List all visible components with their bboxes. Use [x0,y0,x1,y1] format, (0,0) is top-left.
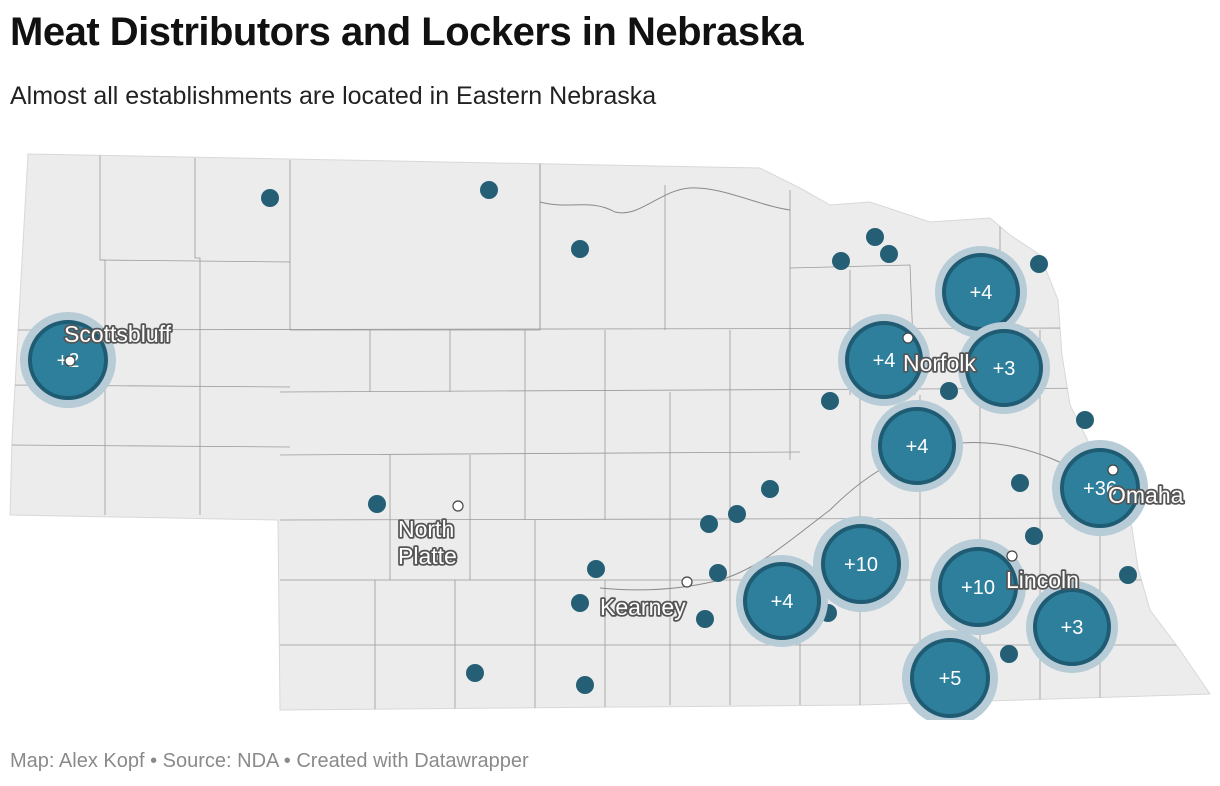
cluster-count: +10 [844,554,878,576]
establishment-dot[interactable] [1119,566,1137,584]
establishment-dot[interactable] [832,252,850,270]
establishment-dots [261,181,1137,694]
establishment-dot[interactable] [1076,411,1094,429]
establishment-dot[interactable] [576,676,594,694]
establishment-dot[interactable] [571,594,589,612]
cluster-hastings[interactable]: +4 [736,555,828,647]
city-dot-omaha [1107,464,1119,476]
city-markers [64,332,1119,588]
city-label-omaha: Omaha [1108,482,1184,508]
establishment-dot[interactable] [866,228,884,246]
establishment-dot[interactable] [368,495,386,513]
city-label-lincoln: Lincoln [1006,567,1079,593]
establishment-dot[interactable] [880,245,898,263]
establishment-dot[interactable] [261,189,279,207]
city-dot-kearney [681,576,693,588]
cluster-count: +3 [993,358,1016,380]
city-dot-lincoln [1006,550,1018,562]
city-label-scottsbluff: Scottsbluff [64,321,172,347]
city-dot-north-platte [452,500,464,512]
establishment-dot[interactable] [696,610,714,628]
cluster-count: +4 [771,591,794,613]
platte-river [599,442,1126,591]
map-title: Meat Distributors and Lockers in Nebrask… [10,10,804,54]
cluster-lincoln[interactable]: +10 [930,539,1026,635]
establishment-dot[interactable] [466,664,484,682]
map-subtitle: Almost all establishments are located in… [10,82,657,110]
establishment-dot[interactable] [821,392,839,410]
cluster-count: +4 [906,436,929,458]
cluster-count: +4 [873,350,896,372]
establishment-dot[interactable] [587,560,605,578]
city-dot-scottsbluff [64,355,76,367]
establishment-dot[interactable] [728,505,746,523]
establishment-dot[interactable] [480,181,498,199]
establishment-dot[interactable] [1011,474,1029,492]
cluster-grand-island[interactable]: +10 [813,516,909,612]
establishment-dot[interactable] [1030,255,1048,273]
city-label-north-platte: North Platte [398,516,461,569]
establishment-dot[interactable] [940,382,958,400]
cluster-east-norfolk[interactable]: +3 [958,322,1050,414]
establishment-dot[interactable] [1025,527,1043,545]
establishment-dot[interactable] [571,240,589,258]
cluster-columbus[interactable]: +4 [871,400,963,492]
city-label-kearney: Kearney [600,594,686,620]
cluster-count: +3 [1061,617,1084,639]
establishment-dot[interactable] [700,515,718,533]
niobrara-river [539,187,791,214]
cluster-omaha[interactable]: +36 [1052,440,1148,536]
cluster-beatrice[interactable]: +5 [902,630,998,720]
cluster-count: +36 [1083,478,1117,500]
nebraska-map: +2 +4 +4 +3 +4 +36 +10 +4 +10 [9,153,1211,720]
city-label-norfolk: Norfolk [903,350,976,376]
cluster-count: +4 [970,282,993,304]
establishment-dot[interactable] [709,564,727,582]
cluster-count: +5 [939,668,962,690]
city-dot-norfolk [902,332,914,344]
map-footer: Map: Alex Kopf • Source: NDA • Created w… [10,750,529,772]
establishment-dot[interactable] [761,480,779,498]
establishment-dot[interactable] [1000,645,1018,663]
cluster-count: +10 [961,577,995,599]
cluster-south-east[interactable]: +3 [1026,581,1118,673]
cluster-north-east[interactable]: +4 [935,246,1027,338]
